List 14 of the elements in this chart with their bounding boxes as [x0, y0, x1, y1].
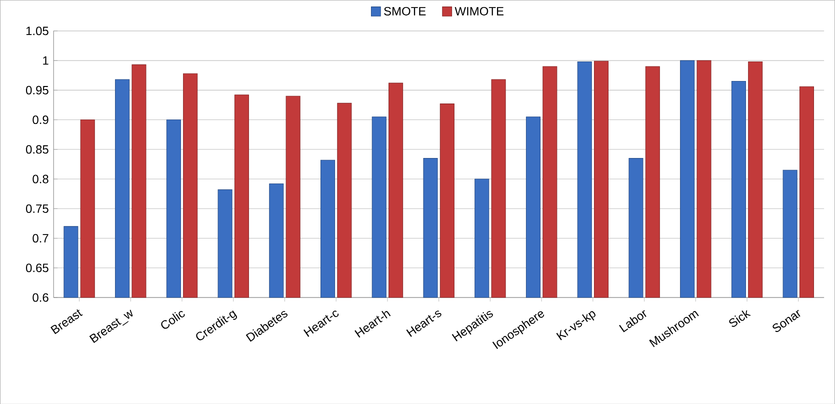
y-tick-label: 0.8	[32, 174, 48, 184]
y-tick-label: 0.9	[32, 115, 48, 124]
x-tick-label: Sick	[729, 310, 751, 327]
y-tick-label: 0.65	[26, 263, 48, 272]
y-tick-label: 0.75	[26, 204, 48, 213]
legend-label: WIMOTE	[454, 6, 504, 16]
y-tick-label: 0.6	[32, 293, 48, 302]
x-tick-label: Colic	[161, 310, 185, 329]
y-tick-label: 0.7	[32, 234, 48, 242]
y-tick-label: 1.05	[26, 26, 48, 35]
legend-label: SMOTE	[384, 6, 426, 16]
y-tick-label: 0.95	[26, 86, 48, 94]
y-tick-label: 0.85	[26, 144, 48, 154]
y-tick-label: 1	[43, 56, 48, 64]
